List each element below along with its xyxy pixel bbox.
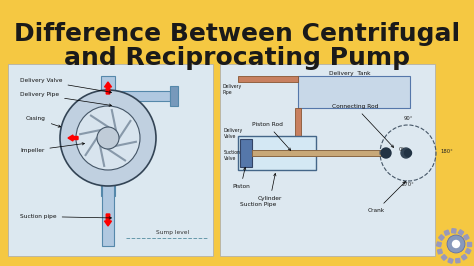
- Bar: [238, 136, 316, 170]
- Bar: [441, 255, 447, 260]
- Circle shape: [60, 90, 156, 186]
- FancyArrow shape: [104, 82, 111, 94]
- Text: Delivery  Tank: Delivery Tank: [329, 71, 371, 76]
- Bar: [170, 86, 178, 106]
- Text: 0°: 0°: [399, 147, 405, 152]
- Text: Delivery
Valve: Delivery Valve: [224, 128, 243, 139]
- Bar: [102, 184, 114, 246]
- Bar: [465, 248, 471, 254]
- Bar: [456, 259, 460, 263]
- FancyArrow shape: [104, 214, 111, 226]
- Bar: [252, 150, 381, 156]
- Text: 90°: 90°: [403, 116, 413, 121]
- Bar: [437, 242, 441, 247]
- Bar: [298, 76, 410, 108]
- Bar: [461, 254, 467, 260]
- Text: Difference Between Centrifugal: Difference Between Centrifugal: [14, 22, 460, 46]
- Bar: [101, 76, 115, 196]
- Text: Delivery
Pipe: Delivery Pipe: [223, 84, 242, 95]
- Circle shape: [453, 240, 459, 247]
- Bar: [438, 249, 442, 254]
- Text: Connecting Rod: Connecting Rod: [332, 104, 393, 147]
- Text: 180°: 180°: [440, 149, 453, 154]
- Text: 270°: 270°: [401, 182, 414, 187]
- Circle shape: [447, 235, 465, 253]
- Bar: [467, 242, 471, 246]
- Bar: [115, 91, 170, 101]
- Bar: [464, 235, 469, 240]
- Text: Sump level: Sump level: [156, 230, 189, 235]
- Bar: [458, 230, 464, 235]
- Bar: [295, 108, 301, 158]
- Bar: [438, 235, 444, 240]
- Text: Cylinder: Cylinder: [258, 173, 283, 201]
- Bar: [240, 139, 252, 167]
- Text: Casing: Casing: [26, 116, 61, 127]
- Text: Suction
Valve: Suction Valve: [224, 150, 241, 161]
- Text: Piston: Piston: [232, 168, 250, 189]
- Text: Delivery Pipe: Delivery Pipe: [20, 92, 111, 106]
- Text: and Reciprocating Pump: and Reciprocating Pump: [64, 46, 410, 70]
- Circle shape: [404, 149, 411, 156]
- Bar: [220, 64, 435, 256]
- FancyArrow shape: [68, 135, 78, 141]
- Text: Suction pipe: Suction pipe: [20, 214, 111, 219]
- Bar: [444, 230, 449, 235]
- Bar: [238, 76, 298, 82]
- Bar: [452, 229, 456, 233]
- Text: Crank: Crank: [368, 181, 405, 213]
- Text: Suction Pipe: Suction Pipe: [240, 202, 276, 207]
- Circle shape: [401, 148, 411, 158]
- Circle shape: [97, 127, 119, 149]
- Bar: [448, 258, 453, 263]
- Text: Piston Rod: Piston Rod: [252, 122, 291, 150]
- Bar: [8, 64, 213, 256]
- Text: Delivery Valve: Delivery Valve: [20, 78, 111, 93]
- Text: Impeller: Impeller: [20, 143, 84, 153]
- Circle shape: [381, 148, 391, 158]
- Circle shape: [76, 106, 140, 170]
